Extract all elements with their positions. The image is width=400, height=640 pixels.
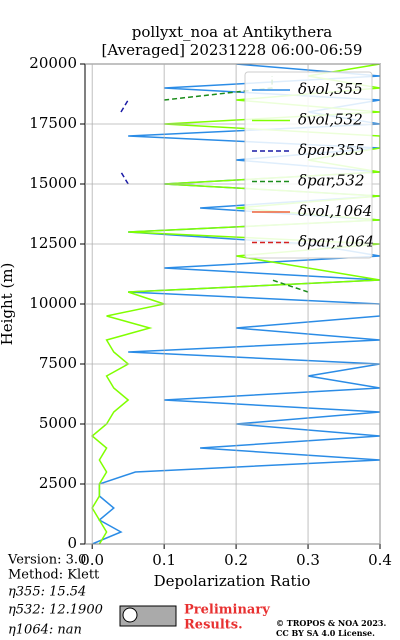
method: Method: Klett bbox=[8, 568, 100, 583]
legend-label: δvol,532 bbox=[298, 111, 363, 129]
cc-logo bbox=[122, 607, 138, 623]
legend-box bbox=[244, 71, 373, 259]
x-tick-label: 0.2 bbox=[224, 551, 248, 569]
preliminary: Results. bbox=[184, 618, 243, 633]
data-line bbox=[120, 99, 129, 185]
y-tick-label: 0 bbox=[67, 534, 77, 552]
y-tick-label: 5000 bbox=[39, 414, 77, 432]
legend-label: δvol,355 bbox=[298, 80, 363, 98]
y-tick-label: 7500 bbox=[39, 354, 77, 372]
x-tick-label: 0.0 bbox=[80, 551, 104, 569]
x-tick-label: 0.1 bbox=[152, 551, 176, 569]
legend-label: δpar,1064 bbox=[298, 233, 374, 251]
chart-title: pollyxt_noa at Antikythera bbox=[132, 23, 332, 41]
y-tick-label: 15000 bbox=[29, 174, 77, 192]
eta: η532: 12.1900 bbox=[8, 603, 103, 618]
x-tick-label: 0.4 bbox=[368, 551, 392, 569]
y-tick-label: 17500 bbox=[29, 114, 77, 132]
legend-label: δpar,532 bbox=[298, 172, 365, 190]
x-axis-label: Depolarization Ratio bbox=[154, 572, 311, 590]
eta: η355: 15.54 bbox=[8, 585, 86, 600]
y-tick-label: 2500 bbox=[39, 474, 77, 492]
chart-title: [Averaged] 20231228 06:00-06:59 bbox=[102, 41, 363, 59]
y-tick-label: 12500 bbox=[29, 234, 77, 252]
eta: η1064: nan bbox=[8, 623, 82, 638]
y-axis-label: Height (m) bbox=[0, 263, 16, 346]
copyright: CC BY SA 4.0 License. bbox=[276, 628, 375, 638]
y-tick-label: 10000 bbox=[29, 294, 77, 312]
version: Version: 3.0 bbox=[7, 553, 86, 568]
x-tick-label: 0.3 bbox=[296, 551, 320, 569]
legend-label: δvol,1064 bbox=[298, 202, 372, 220]
legend-label: δpar,355 bbox=[298, 141, 365, 159]
preliminary: Preliminary bbox=[184, 603, 270, 618]
y-tick-label: 20000 bbox=[29, 54, 77, 72]
copyright: © TROPOS & NOA 2023. bbox=[276, 618, 386, 628]
